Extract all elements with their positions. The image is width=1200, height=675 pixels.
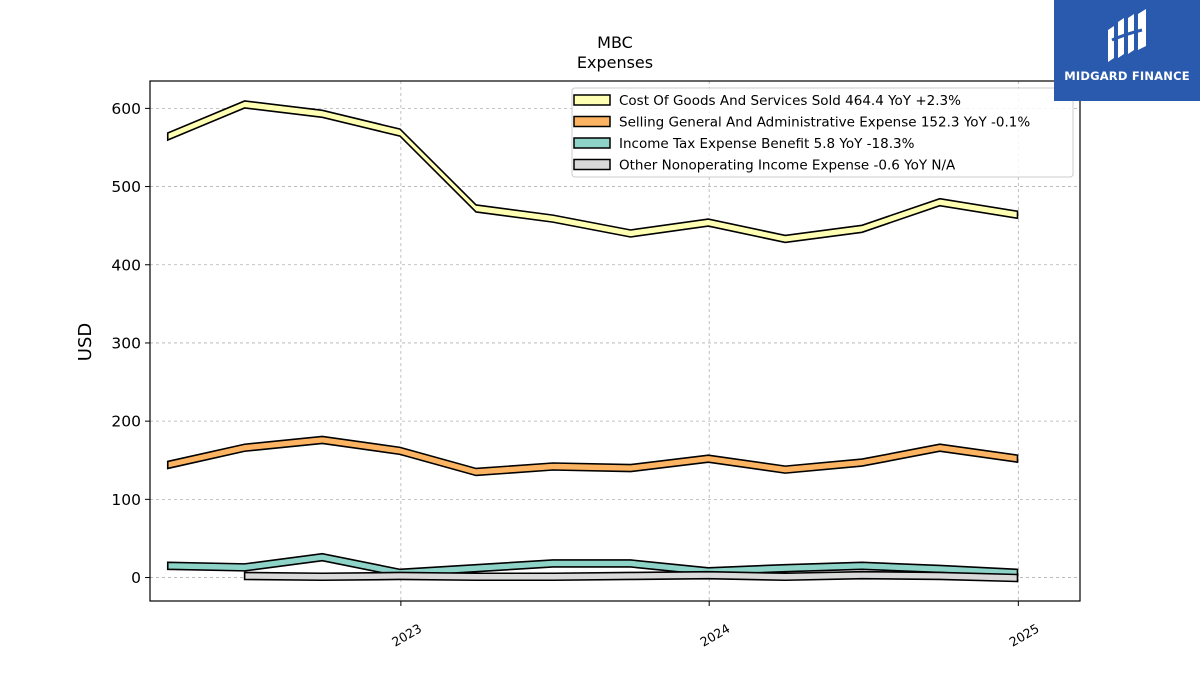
series-band-0: [166, 100, 1019, 244]
x-tick-label: 2023: [389, 621, 424, 650]
legend-label: Other Nonoperating Income Expense -0.6 Y…: [619, 158, 956, 174]
y-tick-label: 0: [131, 569, 141, 587]
brand-logo: MIDGARD FINANCE: [1054, 0, 1200, 101]
legend-swatch: [573, 94, 611, 106]
legend-label: Selling General And Administrative Expen…: [619, 115, 1030, 131]
y-tick-label: 600: [111, 100, 141, 118]
y-tick-label: 500: [111, 178, 141, 196]
legend: Cost Of Goods And Services Sold 464.4 Yo…: [571, 87, 1074, 178]
y-tick-label: 300: [111, 334, 141, 352]
y-tick-label: 200: [111, 413, 141, 431]
chart-subtitle: Expenses: [577, 53, 653, 72]
legend-swatch: [573, 158, 611, 171]
y-tick-label: 400: [111, 256, 141, 274]
x-tick-label: 2024: [697, 621, 732, 650]
legend-label: Cost Of Goods And Services Sold 464.4 Yo…: [619, 93, 961, 109]
series-layer: [166, 100, 1019, 583]
series-band-1: [166, 435, 1019, 477]
legend-box: [571, 87, 1074, 178]
plot-frame: [149, 80, 1081, 602]
brand-mark-icon: [1108, 9, 1146, 62]
chart-title: MBC: [597, 33, 633, 52]
y-axis-label: USD: [75, 323, 96, 361]
x-tick-label: 2025: [1007, 621, 1042, 650]
legend-label: Income Tax Expense Benefit 5.8 YoY -18.3…: [619, 136, 915, 152]
legend-swatch: [573, 115, 611, 128]
y-tick-label: 100: [111, 491, 141, 509]
legend-swatch: [573, 137, 611, 149]
series-band-3: [243, 570, 1019, 583]
brand-name: MIDGARD FINANCE: [1064, 69, 1190, 83]
